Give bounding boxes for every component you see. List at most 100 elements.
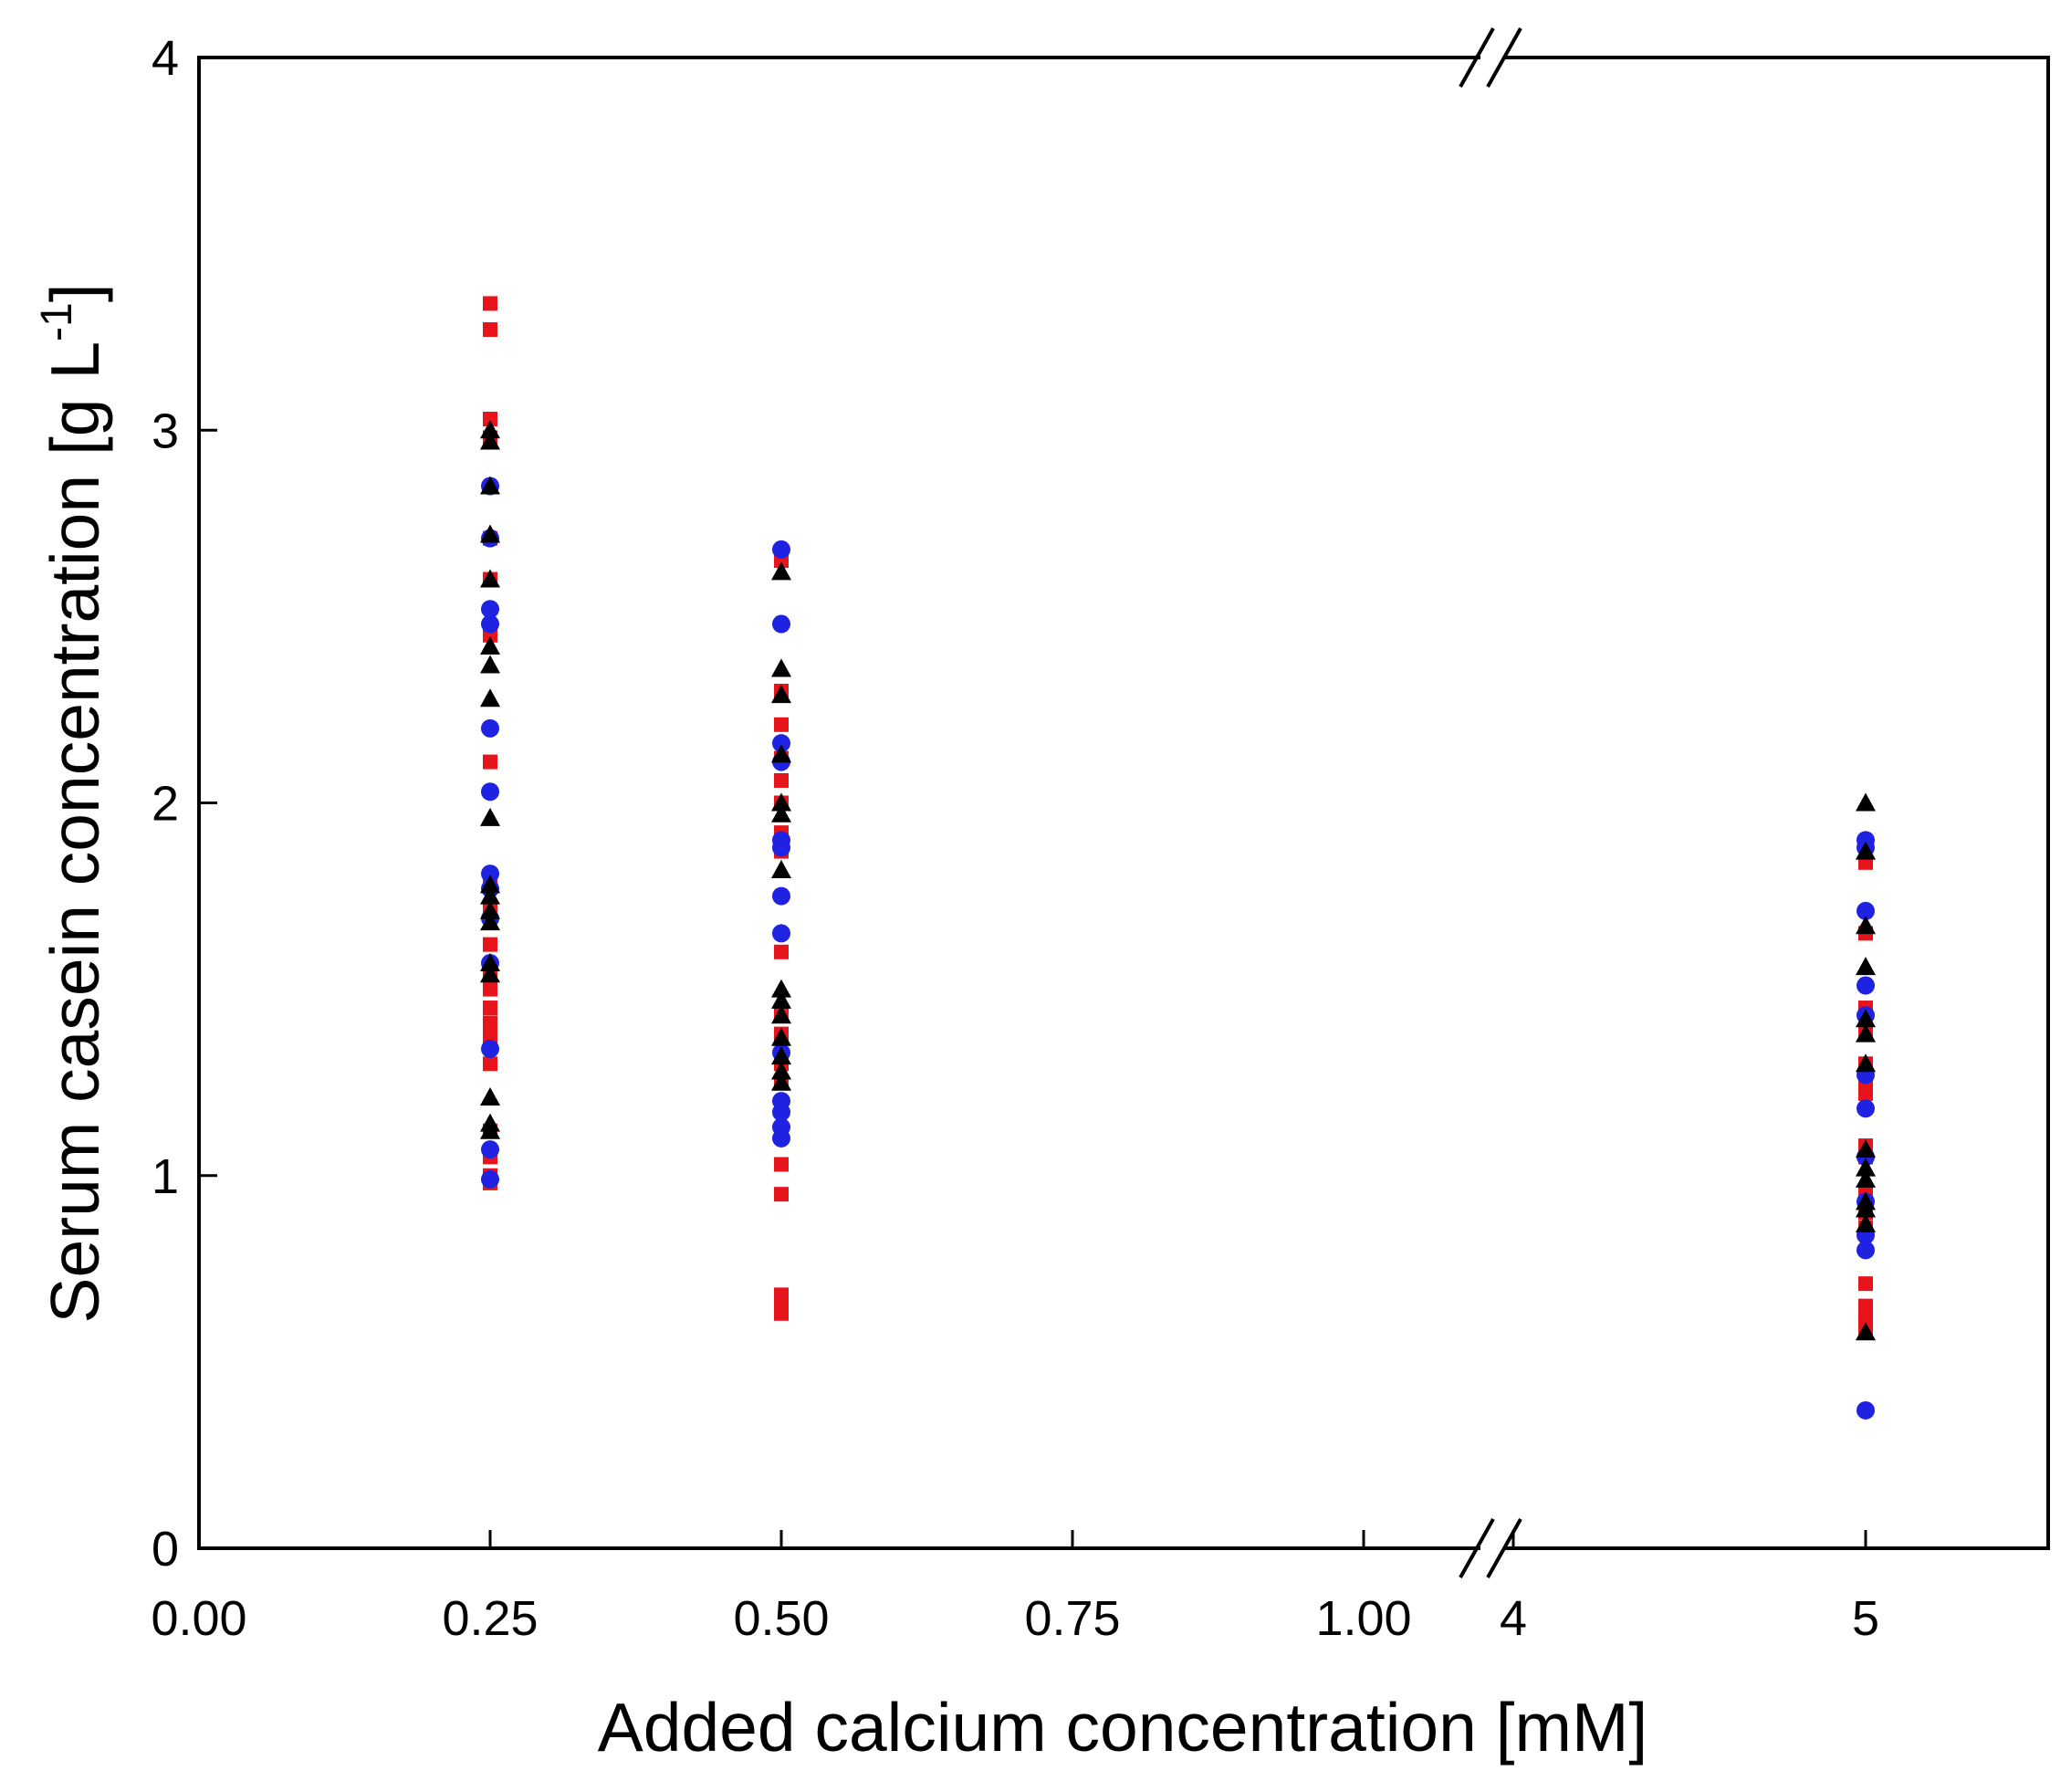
data-point-circle <box>481 1169 499 1189</box>
data-point-square <box>483 412 497 427</box>
x-tick-label: 1.00 <box>1315 1591 1411 1646</box>
data-point-triangle <box>1856 1199 1876 1218</box>
x-axis: 0.00 0.25 0.50 0.75 1.00 4 5 <box>151 1530 1879 1646</box>
data-point-circle <box>772 838 790 857</box>
data-point-circle <box>1857 1099 1875 1118</box>
data-point-triangle <box>771 658 791 677</box>
data-point-triangle <box>1856 1158 1876 1177</box>
data-point-triangle <box>771 1046 791 1065</box>
data-point-circle <box>481 1039 499 1058</box>
data-point-square <box>774 773 789 789</box>
data-point-triangle <box>480 886 500 905</box>
data-point-triangle <box>1856 1322 1876 1341</box>
data-points <box>480 296 1876 1420</box>
x-tick-label: 5 <box>1852 1591 1879 1646</box>
plot-frame <box>197 56 2050 1550</box>
data-point-triangle <box>480 912 500 931</box>
y-axis-title-main: Serum casein concentration [g L <box>37 341 113 1324</box>
data-point-square <box>1858 1309 1873 1325</box>
data-point-triangle <box>771 803 791 823</box>
data-point-square <box>774 1305 789 1321</box>
data-point-circle <box>481 1140 499 1159</box>
x-tick-label: 0.75 <box>1024 1591 1120 1646</box>
x-tick-label: 0.00 <box>151 1591 246 1646</box>
data-point-square <box>774 1187 789 1202</box>
data-point-triangle <box>480 953 500 972</box>
data-point-triangle <box>1856 1168 1876 1188</box>
y-axis: 0 1 2 3 4 <box>152 31 217 1577</box>
data-point-circle <box>1857 1400 1875 1420</box>
data-point-circle <box>772 1103 790 1122</box>
data-point-circle <box>1857 1241 1875 1260</box>
data-point-triangle <box>1856 957 1876 976</box>
data-point-circle <box>772 734 790 753</box>
data-point-triangle <box>480 431 500 450</box>
axis-break-bottom <box>1459 1518 1522 1578</box>
data-point-triangle <box>480 875 500 894</box>
data-point-triangle <box>771 859 791 878</box>
data-point-square <box>774 717 789 732</box>
data-point-square <box>483 322 497 338</box>
data-point-circle <box>772 924 790 943</box>
data-point-square <box>774 1157 789 1172</box>
data-point-triangle <box>480 900 500 919</box>
axis-break-top <box>1459 27 1522 88</box>
data-point-triangle <box>771 792 791 812</box>
data-point-circle <box>481 782 499 802</box>
data-point-triangle <box>1856 792 1876 812</box>
data-point-circle <box>772 540 790 559</box>
data-point-square <box>1858 1085 1873 1101</box>
data-point-triangle <box>1856 916 1876 935</box>
data-point-triangle <box>480 524 500 543</box>
data-point-triangle <box>771 979 791 998</box>
data-point-triangle <box>480 1087 500 1106</box>
data-point-triangle <box>1856 841 1876 860</box>
y-axis-title: Serum casein concentration [g L-1] <box>33 283 113 1323</box>
data-point-square <box>483 296 497 311</box>
x-tick-label: 0.25 <box>442 1591 538 1646</box>
data-point-triangle <box>480 807 500 826</box>
data-point-triangle <box>771 990 791 1009</box>
data-point-triangle <box>1856 1023 1876 1043</box>
y-axis-title-superscript: -1 <box>33 302 81 341</box>
data-point-triangle <box>1856 1213 1876 1232</box>
data-point-triangle <box>480 476 500 495</box>
data-point-triangle <box>771 1061 791 1080</box>
data-point-square <box>1858 1298 1873 1314</box>
data-point-square <box>483 1001 497 1016</box>
data-point-square <box>483 1015 497 1031</box>
data-point-circle <box>481 718 499 738</box>
y-tick-label: 4 <box>152 31 179 86</box>
data-point-triangle <box>771 1027 791 1046</box>
data-point-triangle <box>480 569 500 588</box>
data-point-circle <box>1857 901 1875 920</box>
y-tick-label: 2 <box>152 777 179 832</box>
data-point-triangle <box>771 744 791 763</box>
data-point-triangle <box>480 688 500 707</box>
data-point-circle <box>772 1128 790 1148</box>
data-point-square <box>483 937 497 952</box>
data-point-triangle <box>480 1120 500 1139</box>
data-point-triangle <box>1856 1053 1876 1073</box>
y-tick-label: 1 <box>152 1149 179 1204</box>
data-point-triangle <box>480 964 500 983</box>
x-axis-title: Added calcium concentration [mM] <box>598 1689 1648 1766</box>
data-point-square <box>483 1056 497 1072</box>
data-point-circle <box>772 614 790 634</box>
data-point-circle <box>1857 976 1875 995</box>
data-point-triangle <box>1856 1139 1876 1158</box>
data-point-square <box>483 981 497 997</box>
y-tick-label: 0 <box>152 1522 179 1577</box>
data-point-triangle <box>771 685 791 704</box>
y-tick-label: 3 <box>152 403 179 458</box>
data-point-square <box>483 754 497 770</box>
data-point-circle <box>481 865 499 884</box>
axis-break-gap-bottom <box>1480 1541 1503 1556</box>
data-point-triangle <box>480 420 500 439</box>
x-tick-label: 0.50 <box>733 1591 829 1646</box>
data-point-circle <box>772 886 790 906</box>
data-point-square <box>774 1287 789 1303</box>
y-axis-title-suffix: ] <box>37 283 113 302</box>
data-point-triangle <box>771 561 791 581</box>
